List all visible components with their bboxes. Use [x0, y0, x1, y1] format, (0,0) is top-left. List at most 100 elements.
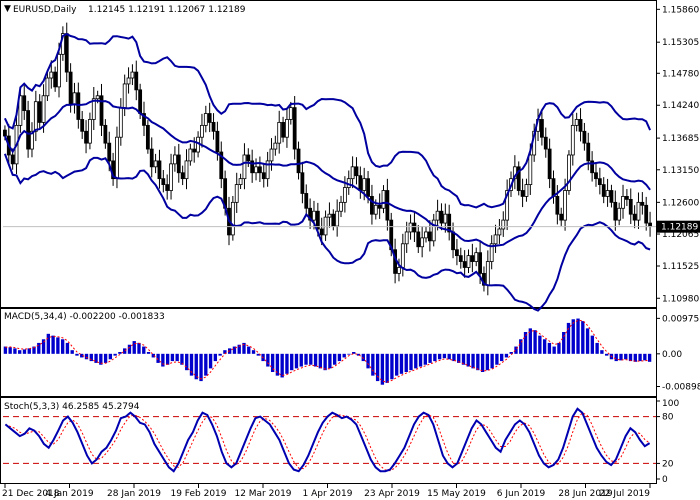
candle-body [373, 204, 378, 215]
candle-body [169, 163, 173, 191]
macd-histogram-bar [266, 353, 270, 367]
macd-histogram-bar [137, 342, 141, 354]
macd-histogram-bar [585, 328, 590, 354]
date-tick-label: 12 Mar 2019 [234, 489, 291, 499]
candle-body [424, 231, 428, 239]
candle-body [516, 166, 521, 191]
current-price-badge [657, 220, 700, 233]
macd-histogram-bar [304, 353, 308, 365]
candle-body [366, 178, 370, 197]
price-tick-label: 1.13685 [662, 134, 699, 144]
macd-histogram-bar [523, 332, 528, 354]
macd-histogram-bar [638, 353, 642, 362]
macd-histogram-bar [604, 353, 609, 356]
candle-body [400, 243, 405, 268]
candle-body [621, 196, 625, 209]
macd-histogram-bar [3, 346, 8, 354]
candle-body [207, 113, 212, 123]
candle-body [582, 130, 587, 144]
candle-body [107, 142, 112, 162]
candle-body [37, 101, 42, 123]
macd-histogram-bar [576, 318, 580, 354]
macd-histogram-bar [237, 344, 241, 354]
macd-histogram-bar [619, 353, 623, 361]
macd-histogram-bar [270, 353, 275, 372]
macd-histogram-bar [504, 353, 509, 358]
macd-histogram-bar [132, 341, 136, 354]
macd-histogram-bar [247, 346, 251, 354]
candle-body [377, 204, 382, 209]
macd-histogram-bar [390, 353, 394, 380]
candle-body [57, 53, 61, 88]
candle-body [354, 166, 359, 177]
candle-body [22, 95, 27, 111]
date-tick-label: 28 Jan 2019 [107, 489, 161, 499]
macd-histogram-bar [399, 353, 404, 374]
bollinger-middle-line [3, 99, 651, 248]
date-tick-label: 6 Jun 2019 [497, 489, 546, 499]
candle-body [644, 204, 649, 224]
candle-body [435, 210, 440, 221]
candle-body [33, 101, 38, 132]
price-tick-label: 1.10980 [662, 294, 699, 304]
macd-histogram-bar [18, 350, 22, 354]
price-tick-label: 1.14240 [662, 101, 699, 111]
candle-body [3, 129, 7, 137]
macd-histogram-bar [94, 353, 98, 363]
date-tick-label: 28 Jun 2019 [558, 489, 612, 499]
macd-histogram-bar [285, 353, 289, 374]
candle-body [397, 267, 401, 274]
candle-body [331, 213, 336, 227]
date-tick-label: 21 Dec 2018 [2, 489, 60, 499]
candle-body [493, 234, 498, 245]
date-tick-label: 19 Feb 2019 [170, 489, 226, 499]
candle-body [246, 154, 251, 162]
candle-body [559, 213, 564, 221]
candle-body [188, 148, 193, 162]
stoch-tick-label: 20 [662, 459, 674, 469]
candle-body [184, 160, 189, 180]
candle-body [165, 184, 170, 191]
macd-histogram-bar [223, 350, 227, 354]
candle-body [350, 166, 355, 180]
macd-histogram-bar [127, 344, 132, 354]
macd-histogram-bar [89, 353, 93, 362]
candle-body [474, 252, 479, 262]
macd-tick-label: 0.009751 [662, 314, 700, 324]
macd-histogram-bar [213, 353, 218, 362]
macd-histogram-bar [123, 348, 127, 354]
candle-body [296, 148, 301, 174]
macd-histogram-bar [538, 335, 542, 354]
stoch-tick-label: 100 [662, 399, 679, 409]
candle-body [300, 172, 305, 194]
candle-body [26, 110, 31, 150]
macd-histogram-bar [409, 353, 413, 371]
macd-histogram-bar [624, 353, 628, 360]
candle-body [489, 243, 494, 262]
macd-histogram-bar [251, 350, 256, 354]
candle-body [130, 71, 135, 79]
macd-histogram-bar [185, 353, 189, 371]
price-tick-label: 1.13150 [662, 166, 699, 176]
macd-histogram-bar [189, 353, 194, 376]
candle-body [547, 148, 552, 180]
candle-body [385, 190, 390, 221]
macd-histogram-bar [366, 353, 370, 369]
date-tick-label: 4 Jan 2019 [45, 489, 93, 499]
candle-body [180, 172, 185, 180]
candle-body [528, 154, 533, 185]
candle-body [543, 136, 548, 150]
stoch-main-line [4, 407, 651, 473]
macd-histogram-bar [294, 353, 299, 369]
candle-body [115, 136, 119, 180]
candle-body [540, 119, 544, 138]
candle-body [41, 95, 46, 123]
price-pane-frame [0, 0, 657, 308]
candle-body [327, 213, 332, 218]
candle-body [574, 119, 579, 126]
candle-body [497, 228, 502, 236]
candle-body [605, 190, 610, 197]
macd-histogram-bar [8, 347, 12, 354]
candle-body [138, 89, 143, 114]
candle-body [555, 196, 560, 215]
